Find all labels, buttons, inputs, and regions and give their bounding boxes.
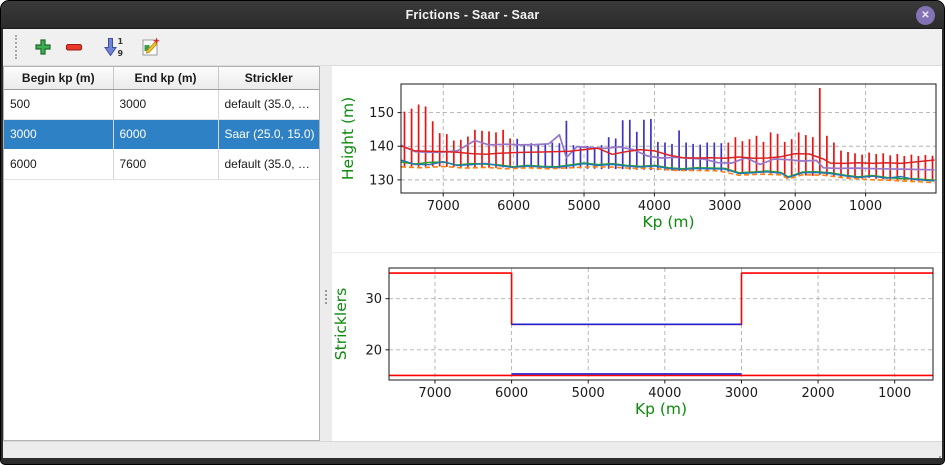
svg-text:1: 1 xyxy=(118,37,124,46)
red-line xyxy=(401,145,935,165)
svg-text:4000: 4000 xyxy=(638,199,671,214)
x-axis-label: Kp (m) xyxy=(642,213,694,231)
table-cell[interactable]: default (35.0, … xyxy=(218,89,319,120)
y-axis-label: Stricklers xyxy=(332,288,350,360)
stricklers-chart: 7000 6000 5000 4000 3000 2000 1000 20 30 Kp (m) St… xyxy=(332,267,934,418)
edit-button[interactable] xyxy=(136,33,164,61)
column-header[interactable]: Begin kp (m) xyxy=(4,67,114,90)
sort-numeric-descending-icon: 1 9 xyxy=(104,37,124,58)
table-row[interactable]: 500 3000 default (35.0, … xyxy=(4,89,319,120)
svg-text:5000: 5000 xyxy=(572,386,605,401)
svg-text:150: 150 xyxy=(369,106,394,121)
resize-grip[interactable] xyxy=(935,452,937,454)
statusbar xyxy=(3,441,942,458)
svg-text:7000: 7000 xyxy=(418,386,451,401)
svg-text:130: 130 xyxy=(369,173,394,188)
edit-pencil-icon xyxy=(142,37,160,56)
table-cell[interactable]: Saar (25.0, 15.0) xyxy=(224,127,315,141)
toolbar-drag-handle[interactable] xyxy=(15,35,20,59)
table-cell[interactable]: 500 xyxy=(4,89,114,120)
svg-text:2000: 2000 xyxy=(779,199,812,214)
svg-text:140: 140 xyxy=(369,140,394,155)
svg-text:6000: 6000 xyxy=(495,386,528,401)
toolbar: 1 9 xyxy=(3,29,942,66)
friction-zones-table[interactable]: Begin kp (m) End kp (m) Strickler 500 3000 d… xyxy=(4,67,319,180)
svg-text:1000: 1000 xyxy=(878,386,911,401)
column-header[interactable]: Strickler xyxy=(218,67,319,90)
height-chart: 7000 6000 5000 4000 3000 2000 1000 130 140 150 Kp … xyxy=(339,83,937,231)
y-axis-label: Height (m) xyxy=(339,97,357,180)
sort-button[interactable]: 1 9 xyxy=(99,33,127,61)
purple-line xyxy=(401,133,935,171)
remove-button[interactable] xyxy=(60,33,88,61)
table-row[interactable]: 3000 6000 Saar (25.0, 15.0) xyxy=(4,119,319,149)
svg-text:20: 20 xyxy=(365,343,382,358)
table-cell[interactable]: 6000 xyxy=(113,119,219,149)
blue-line xyxy=(401,159,935,182)
svg-text:2000: 2000 xyxy=(802,386,835,401)
table-row[interactable]: 6000 7600 default (35.0, … xyxy=(4,149,319,180)
table-header-row: Begin kp (m) End kp (m) Strickler xyxy=(4,67,319,90)
svg-text:9: 9 xyxy=(118,49,124,58)
svg-text:4000: 4000 xyxy=(648,386,681,401)
svg-text:5000: 5000 xyxy=(567,199,600,214)
x-axis-label: Kp (m) xyxy=(635,400,687,418)
close-button[interactable]: ✕ xyxy=(916,6,935,25)
cross-section-range-downstream-default xyxy=(727,88,934,182)
close-icon: ✕ xyxy=(921,10,930,21)
table-body: 500 3000 default (35.0, … 3000 6000 Saar (25.… xyxy=(4,89,319,180)
cross-section-range-upstream-default xyxy=(403,104,511,168)
vertical-splitter[interactable] xyxy=(320,66,332,441)
charts-panel: 7000 6000 5000 4000 3000 2000 1000 130 140 150 Kp … xyxy=(332,66,942,441)
minus-icon xyxy=(65,43,83,51)
svg-text:6000: 6000 xyxy=(497,199,530,214)
add-button[interactable] xyxy=(29,33,57,61)
horizontal-splitter[interactable] xyxy=(332,252,942,253)
window-title: Frictions - Saar - Saar xyxy=(405,7,540,22)
table-cell[interactable]: 3000 xyxy=(4,119,114,149)
table-cell[interactable]: default (35.0, … xyxy=(218,149,319,180)
titlebar[interactable]: Frictions - Saar - Saar ✕ xyxy=(1,1,944,29)
svg-text:1000: 1000 xyxy=(849,199,882,214)
column-header[interactable]: End kp (m) xyxy=(113,67,219,90)
orange-dashed-line xyxy=(401,165,935,184)
splitter-dots xyxy=(325,286,327,288)
table-cell[interactable]: 3000 xyxy=(113,89,219,120)
table-cell[interactable]: 7600 xyxy=(113,149,219,180)
svg-text:30: 30 xyxy=(365,292,382,307)
table-cell[interactable]: 6000 xyxy=(4,149,114,180)
plus-icon xyxy=(35,39,51,55)
svg-text:7000: 7000 xyxy=(427,199,460,214)
friction-zones-table-panel: Begin kp (m) End kp (m) Strickler 500 3000 d… xyxy=(3,66,320,441)
svg-text:3000: 3000 xyxy=(708,199,741,214)
svg-text:3000: 3000 xyxy=(725,386,758,401)
